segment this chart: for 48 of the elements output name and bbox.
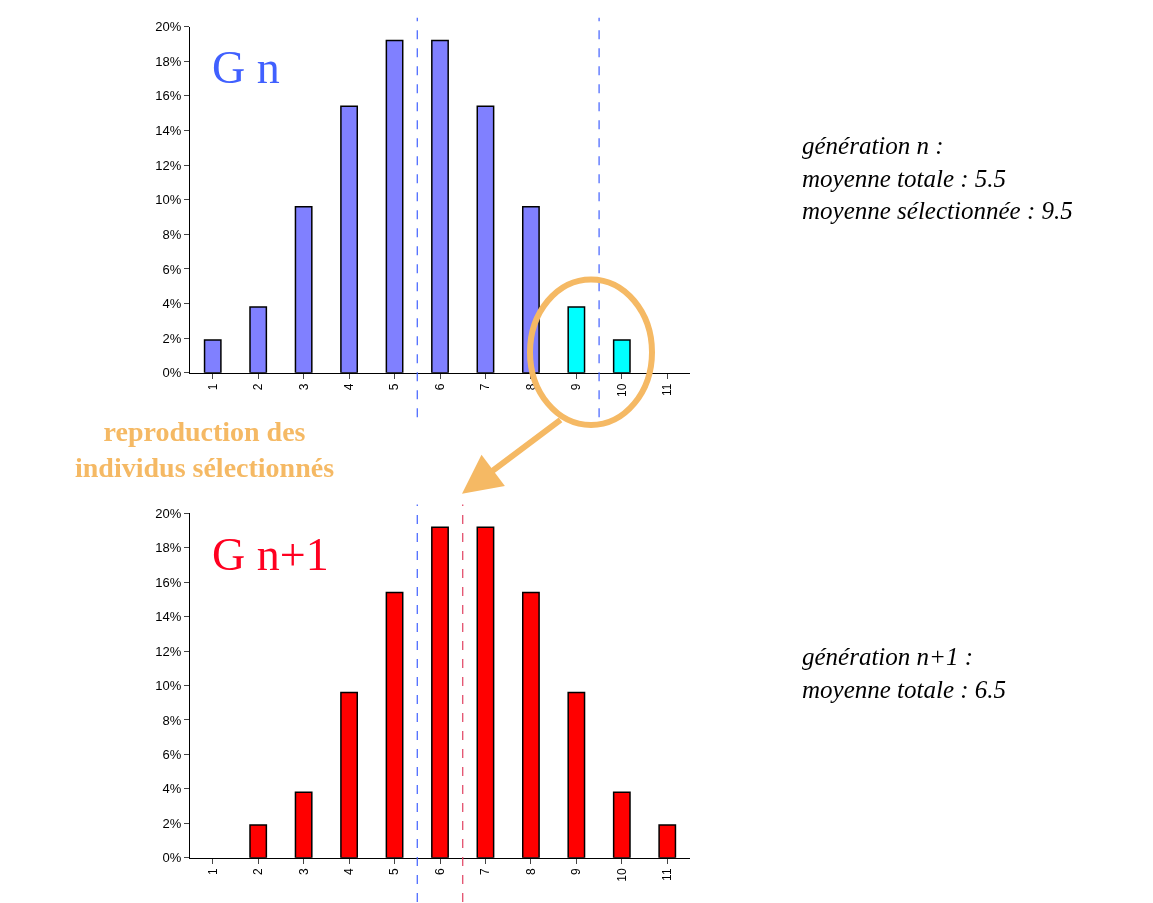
text: génération n : moyenne totale : 5.5 moyenne sélectionnée : 9.5	[802, 132, 1073, 224]
x-tick-label: 7	[478, 383, 493, 391]
y-tick-label: 0%	[162, 365, 182, 381]
x-tick-label: 9	[569, 383, 584, 391]
x-tick-label: 7	[478, 868, 493, 876]
x-tick-label: 1	[205, 868, 220, 876]
x-tick-label: 1	[205, 383, 220, 391]
chart-title: G n	[212, 42, 280, 93]
y-tick-label: 16%	[155, 574, 182, 590]
y-tick-label: 12%	[155, 643, 182, 659]
x-tick-label: 2	[251, 383, 266, 391]
y-tick-label: 18%	[155, 53, 182, 69]
x-tick-label: 3	[296, 383, 311, 391]
y-tick-label: 20%	[155, 19, 182, 35]
x-tick-label: 4	[341, 868, 356, 876]
text: génération n+1 : moyenne totale : 6.5	[802, 643, 1007, 703]
y-tick-label: 18%	[155, 540, 182, 556]
x-tick-label: 6	[432, 868, 447, 876]
x-tick-label: 2	[251, 868, 266, 876]
text: reproduction des individus sélectionnés	[75, 416, 335, 484]
y-tick-label: 8%	[162, 712, 182, 728]
y-tick-label: 10%	[155, 678, 182, 694]
x-tick-label: 8	[523, 868, 538, 876]
y-tick-label: 0%	[162, 850, 182, 866]
y-tick-label: 2%	[162, 330, 182, 346]
x-tick-label: 11	[660, 868, 675, 881]
y-tick-label: 10%	[155, 192, 182, 208]
x-tick-label: 11	[660, 383, 675, 397]
y-tick-label: 14%	[155, 609, 182, 625]
y-tick-label: 20%	[155, 506, 182, 521]
x-tick-label: 4	[341, 383, 356, 391]
x-tick-label: 5	[387, 868, 402, 876]
x-tick-label: 5	[387, 383, 402, 391]
y-tick-label: 4%	[162, 296, 182, 312]
y-tick-label: 6%	[162, 746, 182, 762]
x-tick-label: 10	[614, 868, 629, 882]
chart-title: G n+1	[212, 529, 329, 580]
y-tick-label: 16%	[155, 88, 182, 104]
y-tick-label: 2%	[162, 815, 182, 831]
y-tick-label: 6%	[162, 261, 182, 277]
y-tick-label: 4%	[162, 781, 182, 797]
y-tick-label: 14%	[155, 123, 182, 139]
x-tick-label: 10	[614, 383, 629, 397]
y-tick-label: 8%	[162, 226, 182, 242]
x-tick-label: 3	[296, 868, 311, 876]
x-tick-label: 9	[569, 868, 584, 876]
x-tick-label: 6	[432, 383, 447, 391]
y-tick-label: 12%	[155, 157, 182, 173]
